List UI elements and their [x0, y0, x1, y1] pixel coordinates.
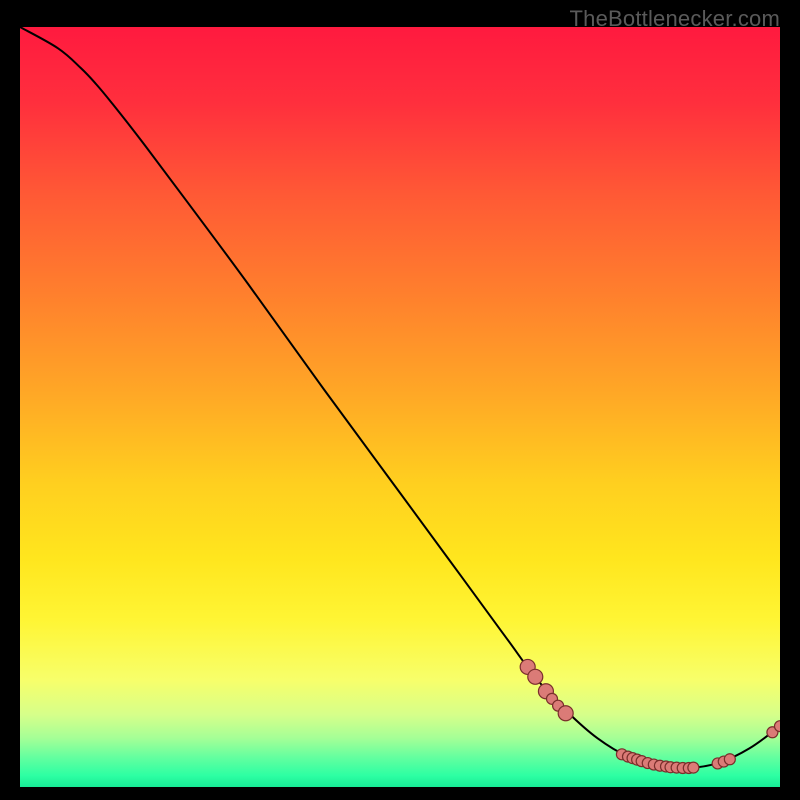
gradient-background — [20, 27, 780, 787]
data-marker — [558, 706, 573, 721]
data-marker — [775, 721, 781, 732]
data-marker — [528, 669, 543, 684]
data-marker — [688, 762, 699, 773]
plot-area — [20, 27, 780, 787]
chart-svg — [20, 27, 780, 787]
data-marker — [724, 754, 735, 765]
chart-container: TheBottlenecker.com — [0, 0, 800, 800]
